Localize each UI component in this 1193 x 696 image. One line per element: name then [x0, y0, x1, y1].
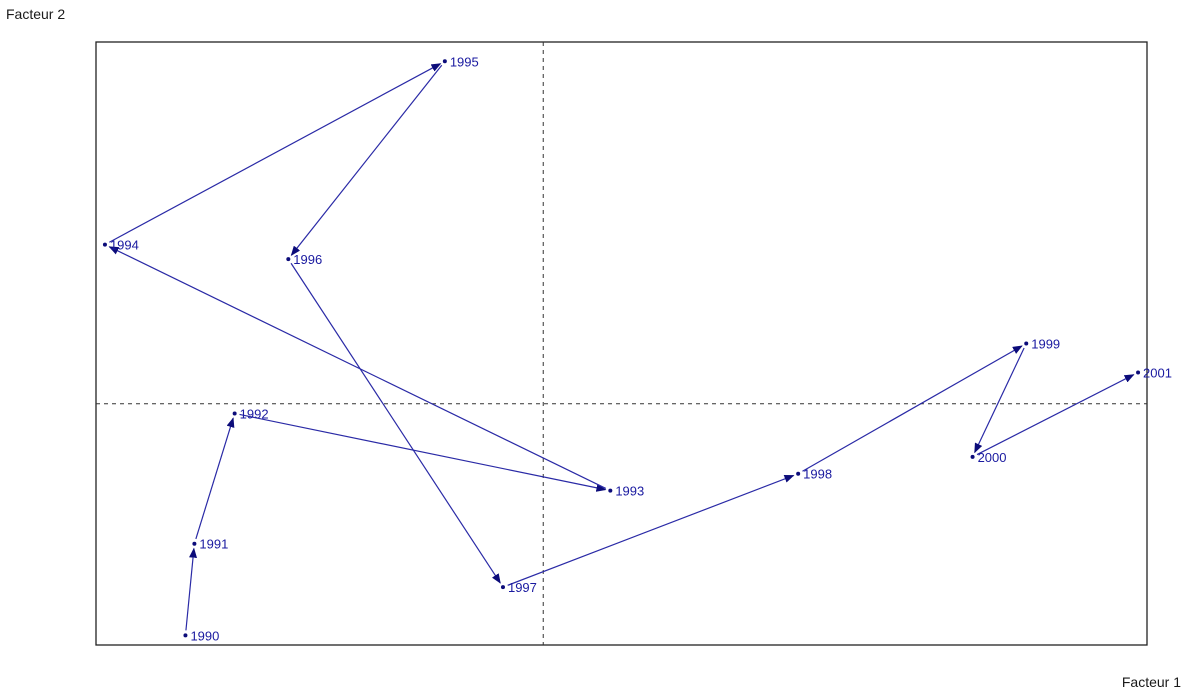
- point-2000: [970, 454, 975, 459]
- trajectory-segment-1995-1996: [290, 64, 443, 256]
- point-label-1994: 1994: [110, 238, 139, 253]
- point-1993: [608, 488, 613, 493]
- point-label-1993: 1993: [615, 484, 644, 499]
- y-axis-label: Facteur 2: [6, 6, 66, 22]
- point-1997: [500, 585, 505, 590]
- trajectory-segment-1994-1995: [109, 63, 442, 243]
- trajectory-segment-1997-1998: [507, 474, 795, 586]
- trajectory-segment-2000-2001: [976, 374, 1135, 456]
- trajectory-segment-1993-1994: [108, 246, 607, 489]
- trajectory-segment-1999-2000: [974, 347, 1025, 454]
- point-label-1990: 1990: [190, 628, 219, 643]
- point-1990: [183, 633, 188, 638]
- point-label-1991: 1991: [199, 537, 228, 552]
- point-1998: [796, 471, 801, 476]
- point-label-2000: 2000: [978, 450, 1007, 465]
- point-1995: [442, 59, 447, 64]
- point-label-1995: 1995: [450, 54, 479, 69]
- x-axis-label: Facteur 1: [1121, 674, 1181, 690]
- point-label-1997: 1997: [508, 580, 537, 595]
- point-label-1996: 1996: [293, 252, 322, 267]
- trajectory-segment-1996-1997: [290, 262, 501, 584]
- point-2001: [1136, 370, 1141, 375]
- point-label-1992: 1992: [240, 406, 269, 421]
- point-1991: [192, 541, 197, 546]
- trajectory-segment-1990-1991: [185, 547, 198, 631]
- trajectory-segment-1998-1999: [802, 345, 1023, 472]
- point-label-1998: 1998: [803, 467, 832, 482]
- point-1996: [286, 257, 291, 262]
- plot-frame: [95, 41, 1148, 646]
- point-1992: [232, 411, 237, 416]
- point-1999: [1024, 341, 1029, 346]
- trajectory-segment-1992-1993: [239, 413, 607, 492]
- trajectory-segment-1991-1992: [195, 417, 235, 540]
- point-label-2001: 2001: [1143, 365, 1172, 380]
- point-1994: [102, 242, 107, 247]
- point-label-1999: 1999: [1031, 337, 1060, 352]
